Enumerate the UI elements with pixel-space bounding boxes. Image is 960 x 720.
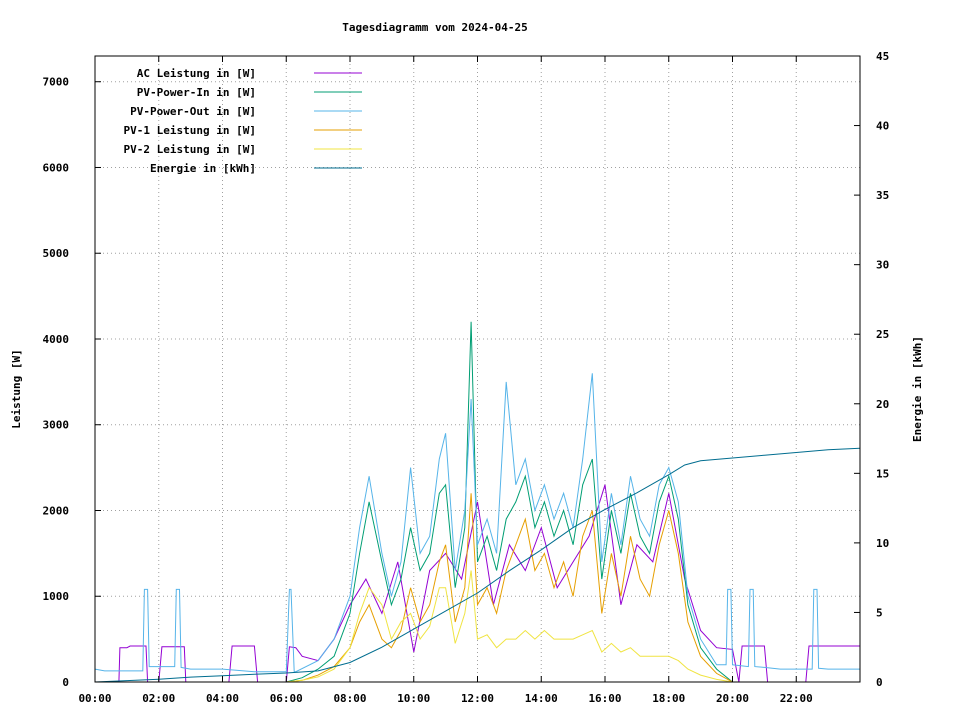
x-tick-label: 22:00 [780,692,813,705]
y-axis-label: Leistung [W] [10,349,23,428]
x-tick-label: 16:00 [588,692,621,705]
series-line-4 [95,493,860,683]
series-line-2 [95,321,860,683]
x-tick-label: 18:00 [652,692,685,705]
legend-label: AC Leistung in [W] [137,67,256,80]
y2-tick-label: 25 [876,328,889,341]
y2-tick-label: 20 [876,398,889,411]
grid [95,56,860,682]
y2-tick-label: 0 [876,676,883,689]
series-line-5 [95,570,860,683]
x-tick-label: 20:00 [716,692,749,705]
x-tick-label: 10:00 [397,692,430,705]
y2-tick-label: 30 [876,259,889,272]
y-tick-label: 7000 [43,76,70,89]
legend-label: PV-Power-Out in [W] [130,105,256,118]
legend-label: PV-2 Leistung in [W] [124,143,256,156]
x-tick-label: 06:00 [270,692,303,705]
y2-tick-label: 5 [876,606,883,619]
y-tick-label: 2000 [43,504,70,517]
y2-tick-label: 45 [876,50,889,63]
y2-tick-label: 15 [876,467,889,480]
series-line-3 [94,373,860,673]
ticks: 00:00 02:00 04:00 06:00 08:00 10:00 12:00 14:00… [43,50,890,705]
legend: AC Leistung in [W] PV-Power-In in [W] PV-P… [124,67,362,175]
legend-label: Energie in [kWh] [150,162,256,175]
x-tick-label: 12:00 [461,692,494,705]
y-tick-label: 0 [62,676,69,689]
y-tick-label: 1000 [43,590,70,603]
legend-label: PV-1 Leistung in [W] [124,124,256,137]
series-line-6 [94,447,861,683]
y-tick-label: 5000 [43,247,70,260]
series-layer [94,321,861,683]
y-tick-label: 3000 [43,419,70,432]
x-tick-label: 02:00 [142,692,175,705]
y2-tick-label: 10 [876,537,889,550]
y-tick-label: 6000 [43,161,70,174]
chart-title: Tagesdiagramm vom 2024-04-25 [342,21,527,34]
legend-label: PV-Power-In in [W] [137,86,256,99]
x-tick-label: 08:00 [333,692,366,705]
y2-axis-label: Energie in [kWh] [911,336,924,442]
y2-tick-label: 40 [876,120,889,133]
x-tick-label: 00:00 [78,692,111,705]
x-tick-label: 14:00 [525,692,558,705]
y2-tick-label: 35 [876,189,889,202]
x-tick-label: 04:00 [206,692,239,705]
y-tick-label: 4000 [43,333,70,346]
